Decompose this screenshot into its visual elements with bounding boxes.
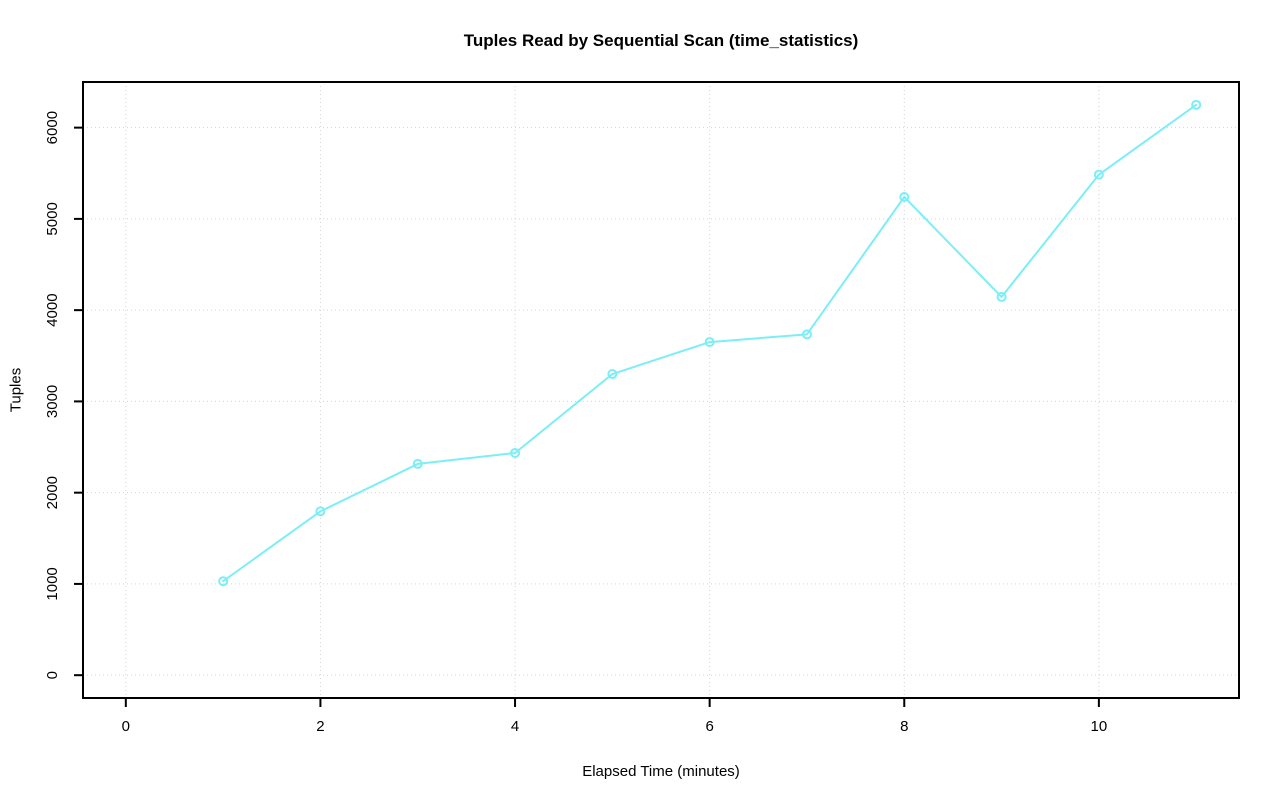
data-point <box>1093 169 1104 180</box>
y-tick-label: 6000 <box>44 111 61 144</box>
data-point <box>218 576 229 587</box>
y-tick-label: 5000 <box>44 202 61 235</box>
data-point <box>1191 99 1202 110</box>
data-point <box>607 369 618 380</box>
y-tick-label: 4000 <box>44 293 61 326</box>
x-tick-label: 8 <box>900 718 908 735</box>
x-axis-label: Elapsed Time (minutes) <box>582 763 740 780</box>
y-tick-label: 0 <box>44 671 61 679</box>
data-point <box>704 337 715 348</box>
x-tick-label: 2 <box>316 718 324 735</box>
y-tick-label: 1000 <box>44 567 61 600</box>
x-tick-label: 6 <box>705 718 713 735</box>
x-tick-label: 10 <box>1091 718 1108 735</box>
y-axis-label: Tuples <box>7 367 25 413</box>
data-point <box>899 191 910 202</box>
data-point <box>315 506 326 517</box>
chart-title: Tuples Read by Sequential Scan (time_sta… <box>463 31 859 50</box>
data-line <box>222 103 1198 583</box>
data-point <box>996 291 1007 302</box>
y-tick-label: 3000 <box>44 385 61 418</box>
data-point <box>510 447 521 458</box>
data-point <box>412 458 423 469</box>
y-tick-label: 2000 <box>44 476 61 509</box>
x-tick-label: 0 <box>122 718 130 735</box>
plot-box <box>82 81 1240 699</box>
x-tick-label: 4 <box>511 718 519 735</box>
data-point <box>801 329 812 340</box>
